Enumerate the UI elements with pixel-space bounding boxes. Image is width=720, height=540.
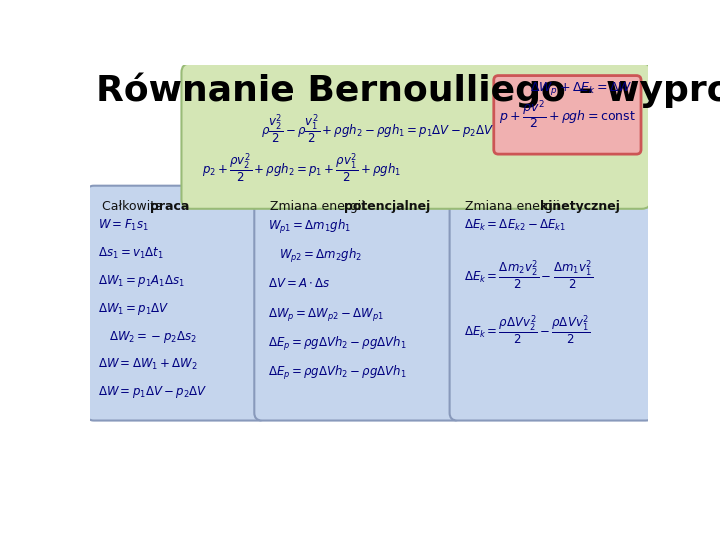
Text: $\rho \dfrac{v_2^2}{2} - \rho \dfrac{v_1^2}{2} + \rho g h_2 - \rho g h_1 = p_1 \: $\rho \dfrac{v_2^2}{2} - \rho \dfrac{v_1… [261,112,494,145]
Text: Równanie Bernoulliego - wyprowadzenie: Równanie Bernoulliego - wyprowadzenie [96,72,720,108]
Text: $\Delta W_2 = -p_2 \Delta s_2$: $\Delta W_2 = -p_2 \Delta s_2$ [109,329,197,345]
Text: potencjalnej: potencjalnej [344,200,431,213]
Text: praca: praca [150,200,190,213]
FancyBboxPatch shape [494,76,641,154]
Text: $\Delta E_k = \dfrac{\Delta m_2 v_2^2}{2} - \dfrac{\Delta m_1 v_1^2}{2}$: $\Delta E_k = \dfrac{\Delta m_2 v_2^2}{2… [464,258,593,291]
Text: $\Delta W_p + \Delta E_k = \Delta W$: $\Delta W_p + \Delta E_k = \Delta W$ [530,80,632,97]
Text: $\Delta E_p = \rho g \Delta V h_2 - \rho g \Delta V h_1$: $\Delta E_p = \rho g \Delta V h_2 - \rho… [269,335,407,353]
Text: Całkowita: Całkowita [102,200,166,213]
Text: $p + \dfrac{\rho v^2}{2} + \rho g h = \mathrm{const}$: $p + \dfrac{\rho v^2}{2} + \rho g h = \m… [499,99,636,131]
FancyBboxPatch shape [449,186,654,421]
Text: $\Delta E_k = \dfrac{\rho \Delta V v_2^2}{2} - \dfrac{\rho \Delta V v_1^2}{2}$: $\Delta E_k = \dfrac{\rho \Delta V v_2^2… [464,314,590,346]
Text: kinetycznej: kinetycznej [540,200,620,213]
Text: $W_{p2} = \Delta m_2 g h_2$: $W_{p2} = \Delta m_2 g h_2$ [279,247,362,265]
Text: $\Delta E_p = \rho g \Delta V h_2 - \rho g \Delta V h_1$: $\Delta E_p = \rho g \Delta V h_2 - \rho… [269,364,407,382]
Text: $\Delta W_1 = p_1 \Delta V$: $\Delta W_1 = p_1 \Delta V$ [98,301,169,317]
Text: $\Delta s_1 = v_1 \Delta t_1$: $\Delta s_1 = v_1 \Delta t_1$ [98,246,163,261]
Text: $\Delta W = p_1 \Delta V - p_2 \Delta V$: $\Delta W = p_1 \Delta V - p_2 \Delta V$ [98,384,207,400]
Text: $W_{p1} = \Delta m_1 g h_1$: $W_{p1} = \Delta m_1 g h_1$ [269,218,351,236]
FancyBboxPatch shape [254,186,462,421]
FancyBboxPatch shape [181,63,651,209]
Text: $\Delta W = \Delta W_1 + \Delta W_2$: $\Delta W = \Delta W_1 + \Delta W_2$ [98,356,197,372]
Text: $\Delta W_p = \Delta W_{p2} - \Delta W_{p1}$: $\Delta W_p = \Delta W_{p2} - \Delta W_{… [269,306,384,323]
FancyBboxPatch shape [86,186,266,421]
Text: $\Delta V = A \cdot \Delta s$: $\Delta V = A \cdot \Delta s$ [269,276,331,289]
Text: $\Delta W_1 = p_1 A_1 \Delta s_1$: $\Delta W_1 = p_1 A_1 \Delta s_1$ [98,273,185,289]
Text: $\Delta E_k = \Delta E_{k2} - \Delta E_{k1}$: $\Delta E_k = \Delta E_{k2} - \Delta E_{… [464,218,565,233]
Text: Zmiana energii: Zmiana energii [270,200,369,213]
Text: $W = F_1 s_1$: $W = F_1 s_1$ [98,218,149,233]
Text: $p_2 + \dfrac{\rho v_2^2}{2} + \rho g h_2 = p_1 + \dfrac{\rho v_1^2}{2} + \rho g: $p_2 + \dfrac{\rho v_2^2}{2} + \rho g h_… [202,151,402,184]
Text: Zmiana energii: Zmiana energii [465,200,564,213]
